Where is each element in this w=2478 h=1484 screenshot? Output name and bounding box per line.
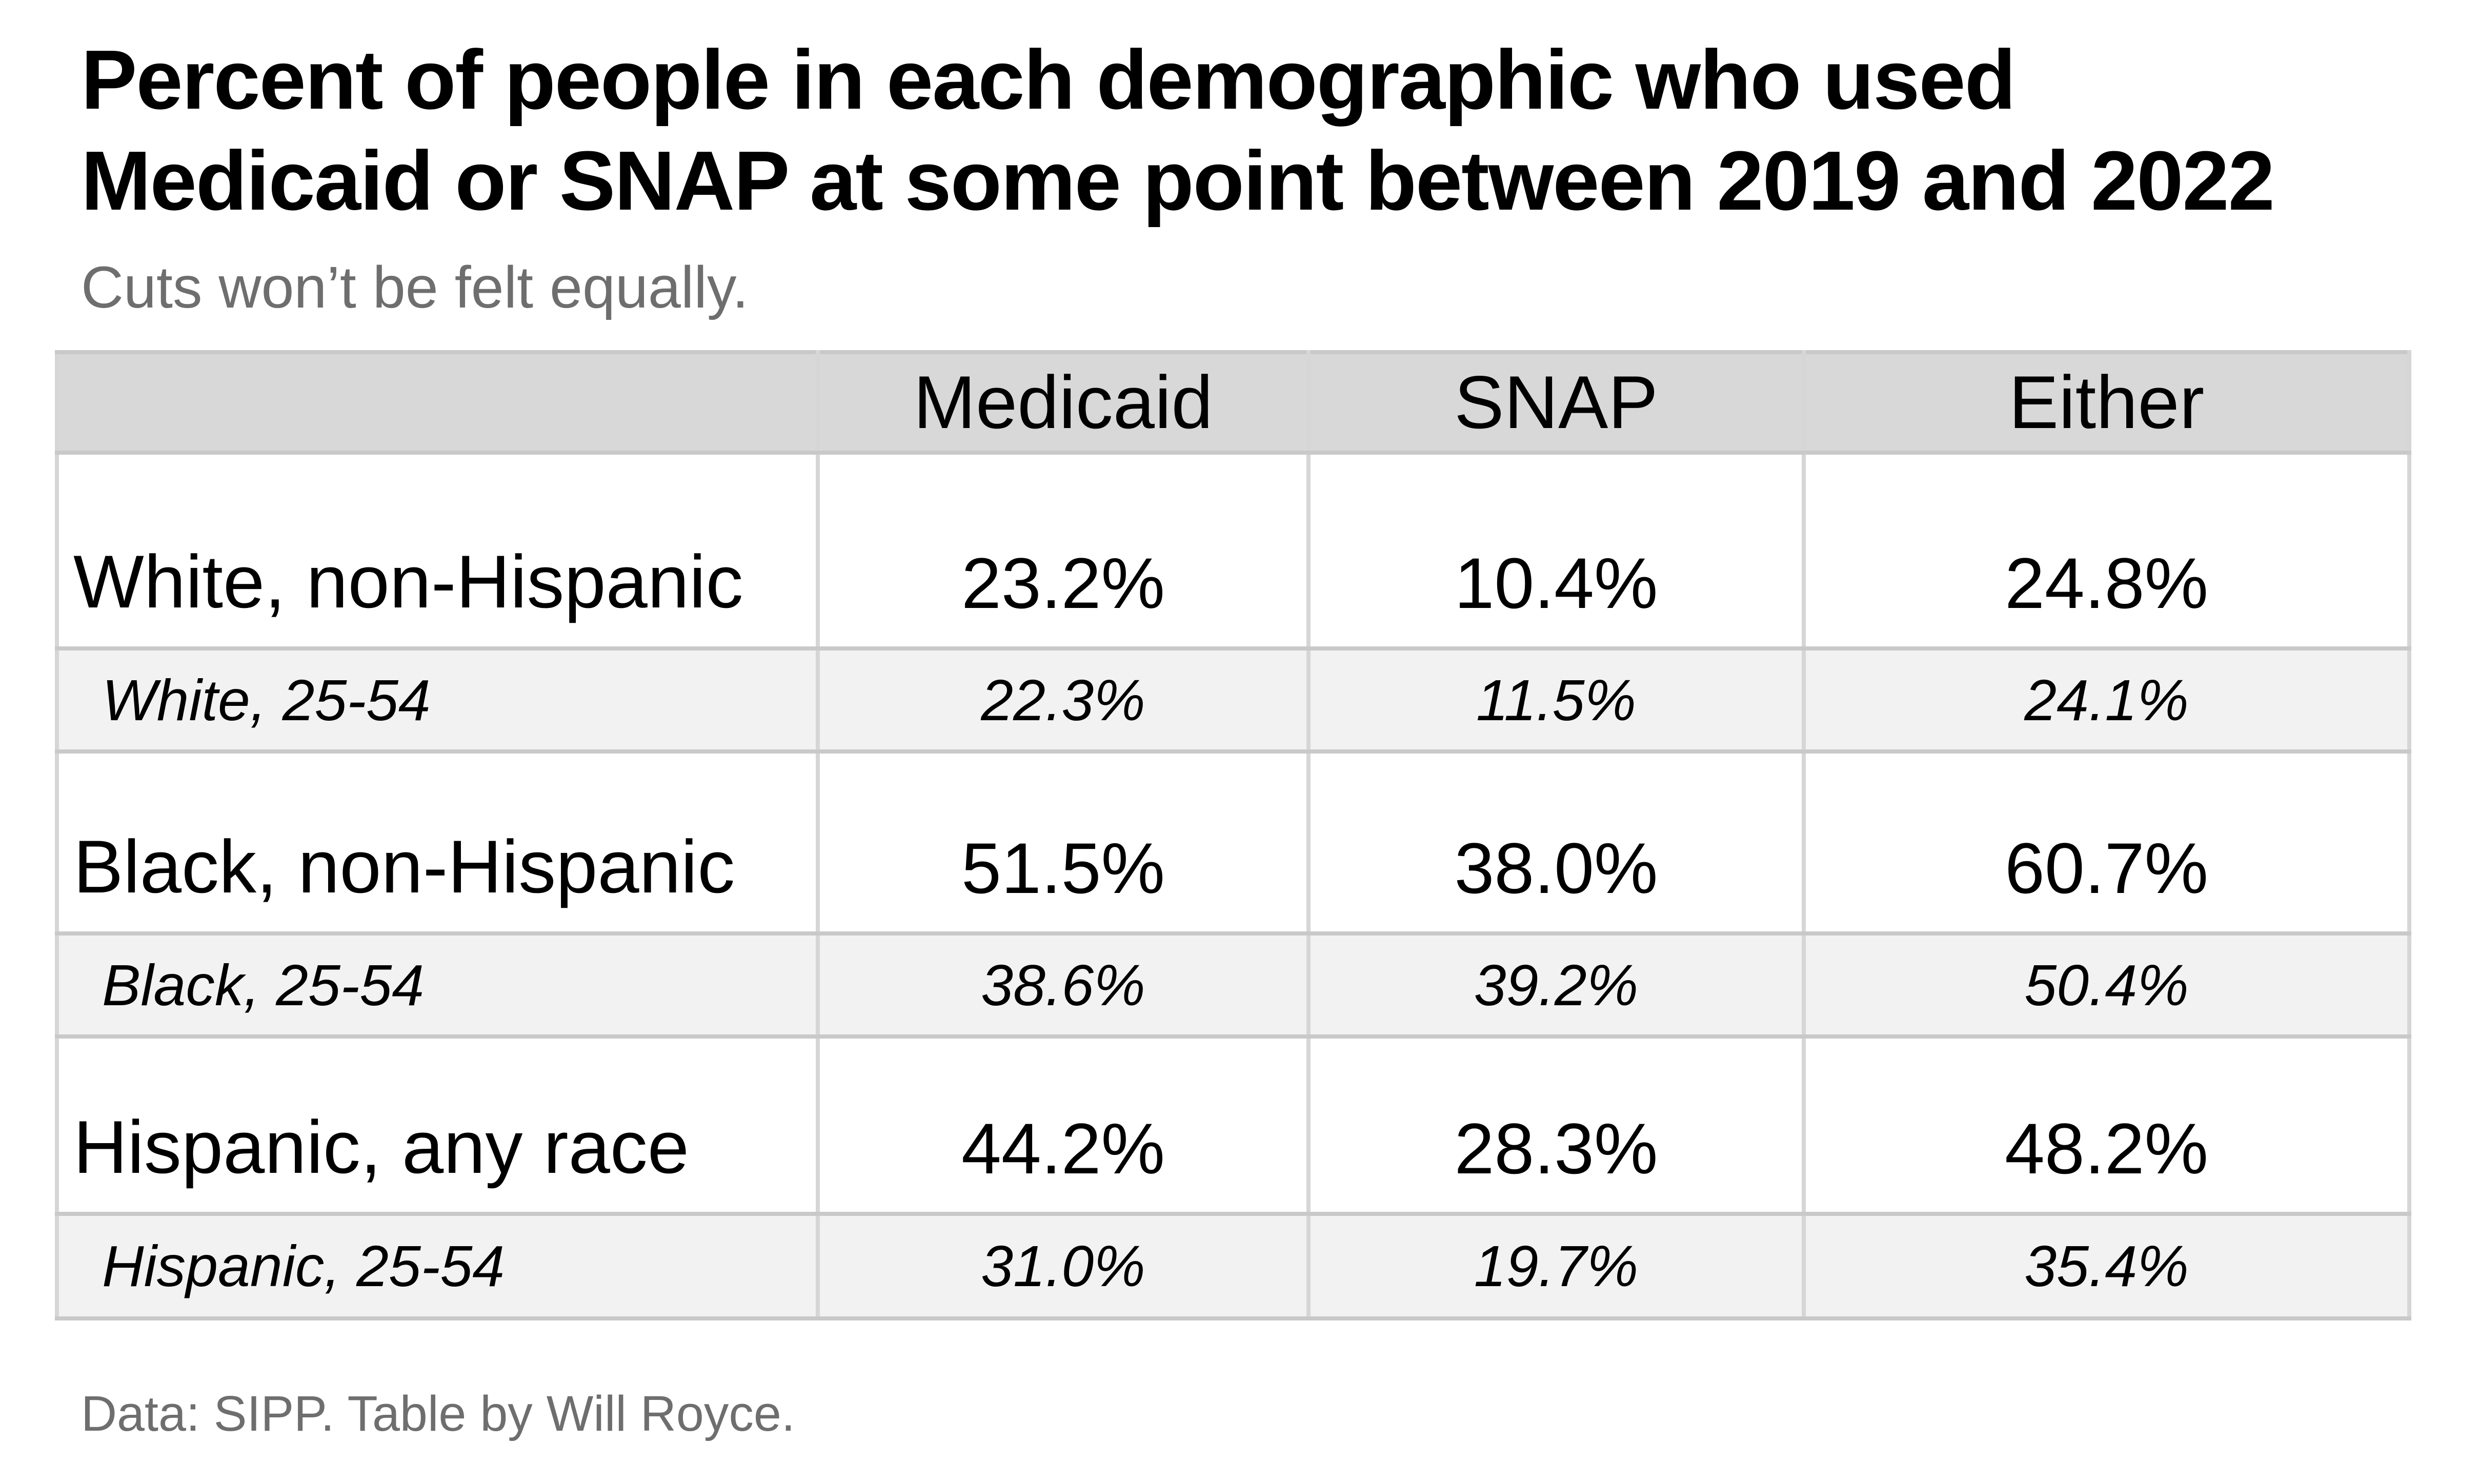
header-cell-either: Either bbox=[1802, 350, 2411, 455]
header-cell-snap: SNAP bbox=[1306, 350, 1806, 455]
cell-snap: 11.5% bbox=[1306, 646, 1806, 754]
row-label: Black, 25-54 bbox=[55, 931, 820, 1039]
cell-medicaid: 31.0% bbox=[816, 1212, 1311, 1320]
cell-medicaid: 38.6% bbox=[816, 931, 1311, 1039]
header-cell-blank bbox=[55, 350, 820, 455]
source-note: Data: SIPP. Table by Will Royce. bbox=[81, 1386, 795, 1441]
cell-medicaid: 22.3% bbox=[816, 646, 1311, 754]
header-cell-medicaid: Medicaid bbox=[816, 350, 1311, 455]
cell-medicaid: 44.2% bbox=[816, 1034, 1311, 1216]
table-row-hispanic-any-race: Hispanic, any race 44.2% 28.3% 48.2% bbox=[55, 1034, 2411, 1216]
table-row-hispanic-25-54: Hispanic, 25-54 31.0% 19.7% 35.4% bbox=[55, 1212, 2411, 1320]
cell-either: 35.4% bbox=[1802, 1212, 2411, 1320]
cell-either: 24.8% bbox=[1802, 451, 2411, 650]
page-title-line-2: Medicaid or SNAP at some point between 2… bbox=[81, 133, 2275, 228]
page-title: Percent of people in each demographic wh… bbox=[81, 30, 2275, 232]
row-label: White, non-Hispanic bbox=[55, 451, 820, 650]
row-label: Black, non-Hispanic bbox=[55, 749, 820, 936]
subtitle: Cuts won’t be felt equally. bbox=[81, 255, 749, 320]
cell-snap: 39.2% bbox=[1306, 931, 1806, 1039]
cell-snap: 19.7% bbox=[1306, 1212, 1806, 1320]
table-header-row: Medicaid SNAP Either bbox=[55, 350, 2411, 455]
row-label: Hispanic, any race bbox=[55, 1034, 820, 1216]
cell-snap: 28.3% bbox=[1306, 1034, 1806, 1216]
table-row-black-25-54: Black, 25-54 38.6% 39.2% 50.4% bbox=[55, 931, 2411, 1039]
cell-either: 24.1% bbox=[1802, 646, 2411, 754]
page-title-line-1: Percent of people in each demographic wh… bbox=[81, 33, 2016, 127]
cell-either: 48.2% bbox=[1802, 1034, 2411, 1216]
cell-snap: 10.4% bbox=[1306, 451, 1806, 650]
cell-medicaid: 23.2% bbox=[816, 451, 1311, 650]
cell-snap: 38.0% bbox=[1306, 749, 1806, 936]
cell-medicaid: 51.5% bbox=[816, 749, 1311, 936]
cell-either: 50.4% bbox=[1802, 931, 2411, 1039]
table-row-white-non-hispanic: White, non-Hispanic 23.2% 10.4% 24.8% bbox=[55, 451, 2411, 650]
row-label: White, 25-54 bbox=[55, 646, 820, 754]
table-row-white-25-54: White, 25-54 22.3% 11.5% 24.1% bbox=[55, 646, 2411, 754]
demographics-table: Medicaid SNAP Either White, non-Hispanic… bbox=[55, 350, 2411, 1320]
table-row-black-non-hispanic: Black, non-Hispanic 51.5% 38.0% 60.7% bbox=[55, 749, 2411, 936]
row-label: Hispanic, 25-54 bbox=[55, 1212, 820, 1320]
cell-either: 60.7% bbox=[1802, 749, 2411, 936]
